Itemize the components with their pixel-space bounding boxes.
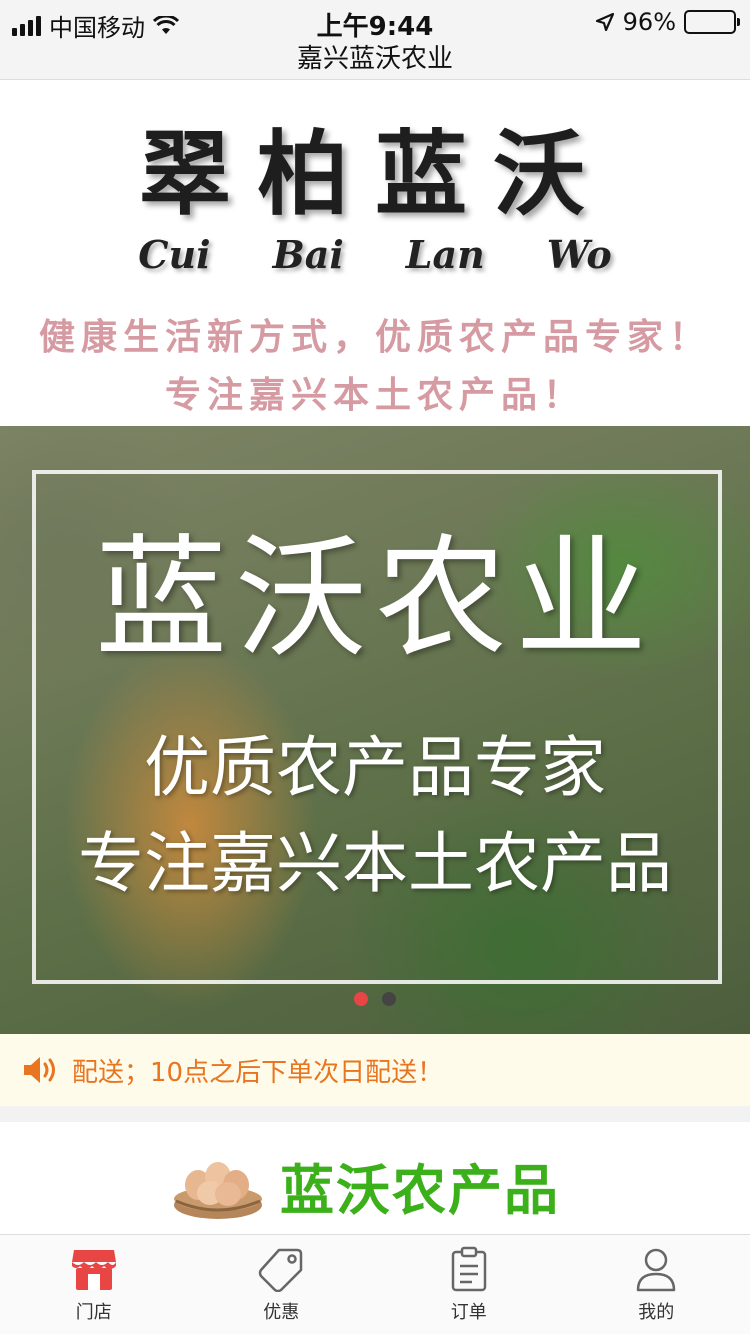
carousel-dots (0, 992, 750, 1006)
tab-discount[interactable]: 优惠 (188, 1235, 376, 1334)
tab-profile[interactable]: 我的 (563, 1235, 750, 1334)
carousel-dot[interactable] (354, 992, 368, 1006)
status-bar: 中国移动 上午9:44 96% 嘉兴蓝沃农业 (0, 0, 750, 80)
section-title: 蓝沃农产品 (280, 1159, 560, 1222)
tab-label: 订单 (450, 1301, 487, 1323)
banner-subtitle-line2: 专注嘉兴本土农产品 (78, 825, 672, 902)
product-section-banner: 蓝沃农产品 (170, 1146, 560, 1225)
brand-slogan-line2: 专注嘉兴本土农产品！ (164, 374, 585, 416)
tab-label: 优惠 (263, 1301, 300, 1323)
brand-logo-en-word: Lan (405, 232, 485, 277)
order-list-icon (451, 1246, 486, 1291)
brand-logo-en-word: Bai (272, 232, 344, 277)
battery-percent: 96% (622, 8, 676, 36)
tab-store[interactable]: 门店 (0, 1235, 188, 1334)
banner-carousel[interactable]: 蓝沃农业 优质农产品专家 专注嘉兴本土农产品 (0, 426, 750, 1034)
notice-bar[interactable]: 配送；10点之后下单次日配送！ (0, 1034, 750, 1106)
egg-basket-icon (174, 1161, 262, 1219)
banner-subtitle-line1: 优质农产品专家 (144, 729, 606, 806)
tag-icon (259, 1248, 303, 1292)
brand-slogan-line1: 健康生活新方式，优质农产品专家！ (38, 316, 711, 358)
notice-text: 配送；10点之后下单次日配送！ (72, 1057, 444, 1088)
page-title: 嘉兴蓝沃农业 (296, 44, 453, 74)
banner-frame (32, 470, 722, 984)
carrier-name: 中国移动 (49, 14, 145, 42)
section-divider (0, 1106, 750, 1122)
store-icon (71, 1249, 116, 1290)
tab-label: 我的 (638, 1301, 675, 1323)
brand-logo-en-word: Wo (546, 232, 612, 277)
tab-label: 门店 (75, 1301, 112, 1323)
user-icon (637, 1248, 676, 1291)
status-right: 96% (595, 8, 740, 36)
product-section-header[interactable]: 蓝沃农产品 (0, 1122, 750, 1234)
location-arrow-icon (595, 12, 614, 32)
status-left: 中国移动 (12, 8, 179, 43)
brand-logo-en-word: Cui (138, 232, 211, 277)
brand-header: 翠柏蓝沃 Cui Bai Lan Wo 健康生活新方式，优质农产品专家！ 专注嘉… (0, 80, 750, 426)
speaker-icon (24, 1057, 55, 1083)
banner-title: 蓝沃农业 (95, 522, 655, 676)
carousel-dot[interactable] (382, 992, 396, 1006)
clock: 上午9:44 (316, 12, 434, 42)
brand-logo-en: Cui Bai Lan Wo (0, 232, 750, 277)
signal-icon (12, 15, 41, 36)
tab-orders[interactable]: 订单 (375, 1235, 563, 1334)
wifi-icon (153, 15, 179, 34)
battery-icon (684, 10, 740, 34)
bottom-tab-bar: 门店 优惠 订单 我的 (0, 1234, 750, 1334)
brand-logo-cn: 翠柏蓝沃 (138, 120, 611, 228)
